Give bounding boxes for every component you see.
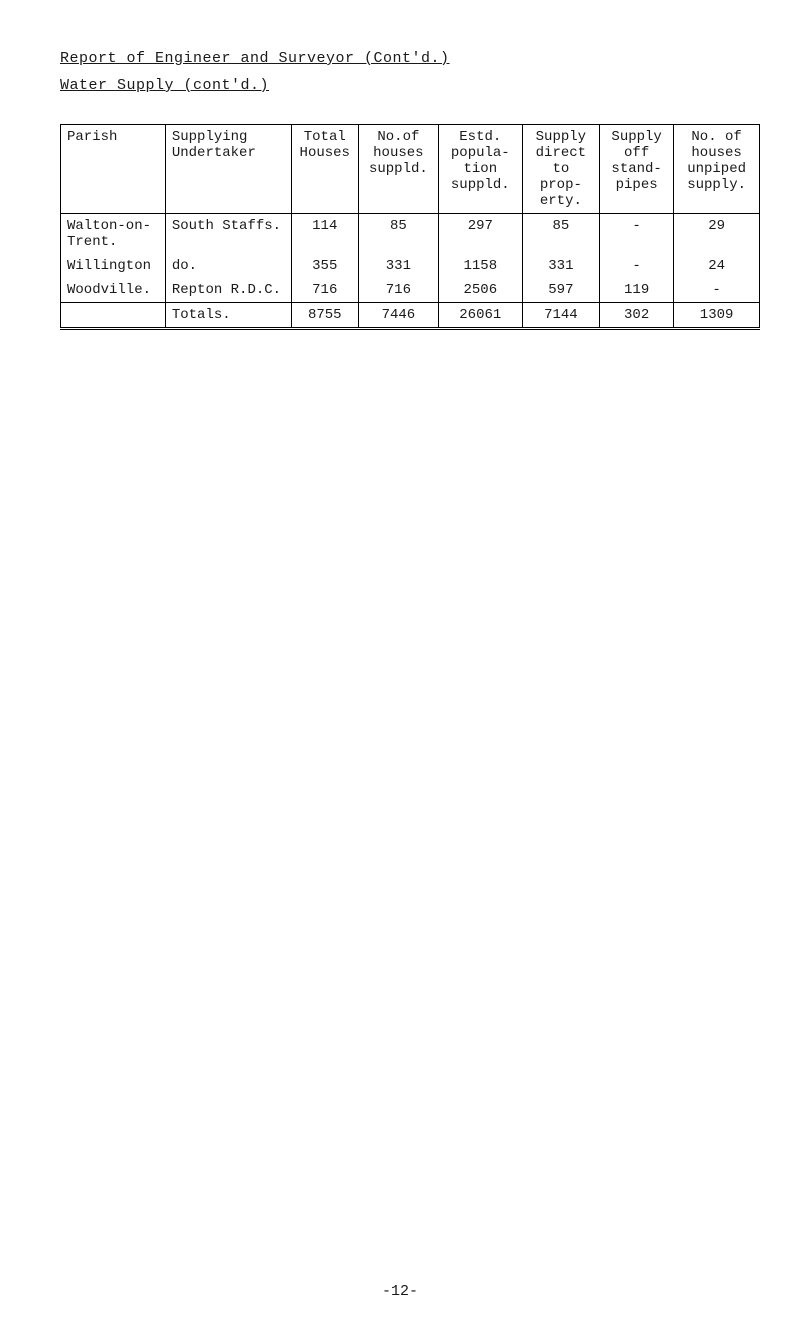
cell-off: 302 bbox=[600, 303, 674, 329]
cell-total: 114 bbox=[291, 214, 358, 255]
cell-unpiped: 29 bbox=[674, 214, 760, 255]
cell-estd: 1158 bbox=[438, 254, 522, 278]
cell-no-of: 7446 bbox=[358, 303, 438, 329]
cell-undertaker: Repton R.D.C. bbox=[165, 278, 291, 303]
header-parish: Parish bbox=[61, 125, 166, 214]
table-row: Willington do. 355 331 1158 331 - 24 bbox=[61, 254, 760, 278]
cell-unpiped: 1309 bbox=[674, 303, 760, 329]
cell-off: 119 bbox=[600, 278, 674, 303]
cell-total: 355 bbox=[291, 254, 358, 278]
cell-direct: 85 bbox=[522, 214, 599, 255]
header-undertaker: Supplying Undertaker bbox=[165, 125, 291, 214]
header-no-of: No.of houses suppld. bbox=[358, 125, 438, 214]
cell-parish: Willington bbox=[61, 254, 166, 278]
cell-parish: Walton-on- Trent. bbox=[61, 214, 166, 255]
cell-estd: 297 bbox=[438, 214, 522, 255]
cell-direct: 597 bbox=[522, 278, 599, 303]
table-totals-row: Totals. 8755 7446 26061 7144 302 1309 bbox=[61, 303, 760, 329]
cell-undertaker: South Staffs. bbox=[165, 214, 291, 255]
cell-no-of: 85 bbox=[358, 214, 438, 255]
cell-parish: Woodville. bbox=[61, 278, 166, 303]
cell-estd: 26061 bbox=[438, 303, 522, 329]
table-header-row: Parish Supplying Undertaker Total Houses… bbox=[61, 125, 760, 214]
cell-direct: 331 bbox=[522, 254, 599, 278]
cell-no-of: 716 bbox=[358, 278, 438, 303]
header-unpiped: No. of houses unpiped supply. bbox=[674, 125, 760, 214]
table-row: Woodville. Repton R.D.C. 716 716 2506 59… bbox=[61, 278, 760, 303]
header-direct: Supply direct to prop- erty. bbox=[522, 125, 599, 214]
cell-off: - bbox=[600, 254, 674, 278]
header-estd: Estd. popula- tion suppld. bbox=[438, 125, 522, 214]
report-subtitle: Water Supply (cont'd.) bbox=[60, 77, 760, 94]
cell-direct: 7144 bbox=[522, 303, 599, 329]
cell-undertaker: Totals. bbox=[165, 303, 291, 329]
cell-no-of: 331 bbox=[358, 254, 438, 278]
page-number: -12- bbox=[382, 1283, 418, 1300]
header-off: Supply off stand- pipes bbox=[600, 125, 674, 214]
cell-total: 8755 bbox=[291, 303, 358, 329]
water-supply-table: Parish Supplying Undertaker Total Houses… bbox=[60, 124, 760, 330]
cell-estd: 2506 bbox=[438, 278, 522, 303]
header-total: Total Houses bbox=[291, 125, 358, 214]
cell-unpiped: 24 bbox=[674, 254, 760, 278]
table-row: Walton-on- Trent. South Staffs. 114 85 2… bbox=[61, 214, 760, 255]
cell-parish bbox=[61, 303, 166, 329]
cell-off: - bbox=[600, 214, 674, 255]
cell-total: 716 bbox=[291, 278, 358, 303]
cell-unpiped: - bbox=[674, 278, 760, 303]
report-title: Report of Engineer and Surveyor (Cont'd.… bbox=[60, 50, 760, 67]
cell-undertaker: do. bbox=[165, 254, 291, 278]
